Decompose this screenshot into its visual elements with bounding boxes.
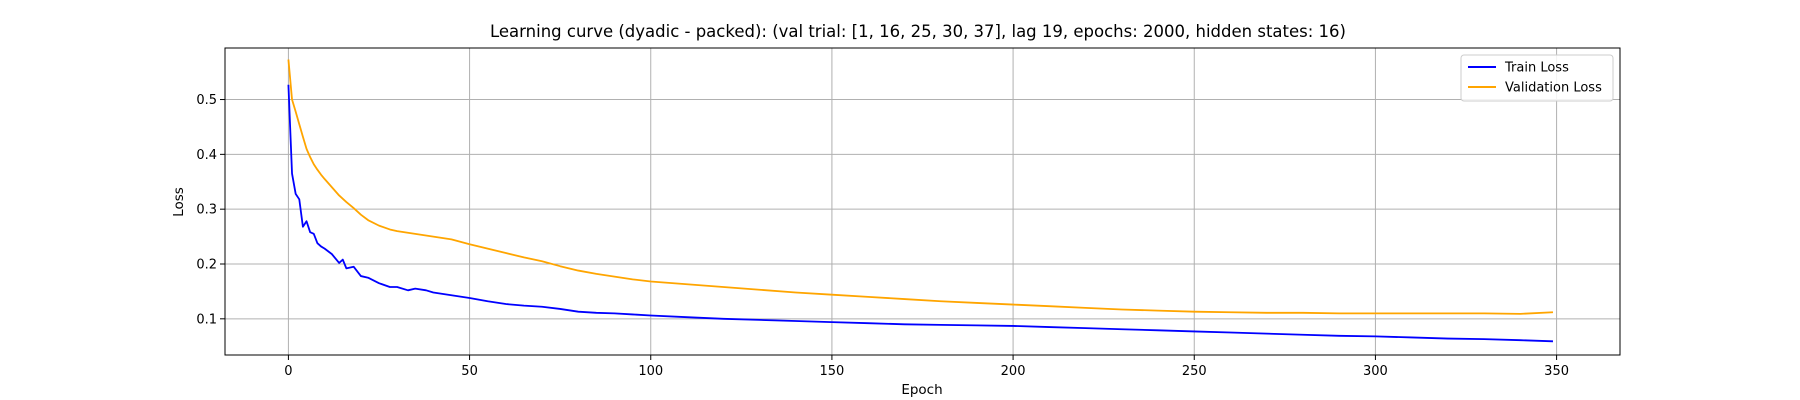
x-axis: 0 50 100 150 200 250 300 350 [284, 355, 1569, 379]
x-tick-label: 350 [1544, 364, 1569, 379]
plot-area [225, 48, 1620, 355]
series-line-validation-loss [287, 59, 1554, 315]
legend-label-validation-loss: Validation Loss [1505, 81, 1602, 96]
x-tick-label: 50 [461, 364, 478, 379]
y-tick-label: 0.3 [196, 203, 217, 218]
legend: Train Loss Validation Loss [1460, 54, 1614, 102]
x-axis-label: Epoch [901, 382, 942, 398]
x-tick-label: 200 [1001, 364, 1026, 379]
x-tick-label: 0 [284, 364, 292, 379]
x-tick-label: 150 [820, 364, 845, 379]
y-tick-label: 0.1 [196, 312, 217, 327]
chart-title: Learning curve (dyadic - packed): (val t… [490, 22, 1346, 41]
series-line-train-loss [287, 84, 1554, 343]
series-layer [287, 59, 1554, 343]
x-tick-label: 100 [638, 364, 663, 379]
legend-box [1460, 54, 1614, 102]
x-tick-label: 300 [1363, 364, 1388, 379]
plot-frame [224, 47, 1621, 356]
y-axis-label: Loss [171, 187, 187, 217]
legend-label-train-loss: Train Loss [1504, 61, 1569, 76]
x-tick-label: 250 [1182, 364, 1207, 379]
y-tick-label: 0.5 [196, 93, 217, 108]
y-tick-label: 0.2 [196, 257, 217, 272]
y-axis: 0.1 0.2 0.3 0.4 0.5 [196, 93, 225, 327]
y-tick-label: 0.4 [196, 148, 217, 163]
